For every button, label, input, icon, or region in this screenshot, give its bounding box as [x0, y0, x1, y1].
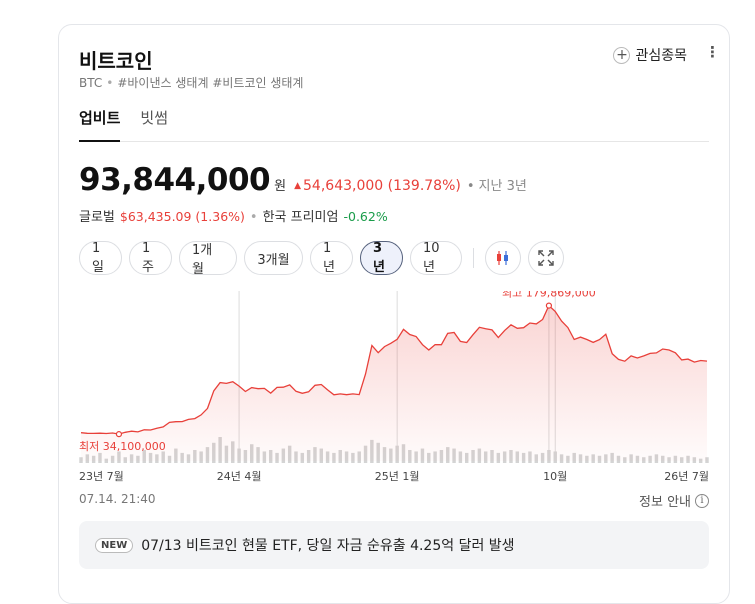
- ticker: BTC: [79, 76, 103, 90]
- low-label: 최저 34,100,000: [79, 440, 166, 453]
- high-marker: [545, 302, 553, 309]
- fullscreen-icon[interactable]: [528, 241, 564, 275]
- range-button-1y[interactable]: 1년: [310, 241, 353, 275]
- high-label: 최고 179,869,000: [502, 291, 596, 300]
- low-marker: [115, 431, 123, 438]
- kebab-menu-icon[interactable]: ⋮: [705, 43, 720, 61]
- change-period: • 지난 3년: [466, 179, 527, 194]
- price-unit: 원: [274, 179, 287, 194]
- watchlist-label: 관심종목: [635, 48, 687, 64]
- info-link[interactable]: 정보 안내 i: [639, 491, 709, 510]
- tag-link[interactable]: #바이낸스 생태계: [117, 76, 209, 90]
- plus-icon: +: [613, 46, 631, 64]
- range-selector: 1일 1주 1개월 3개월 1년 3년 10년: [79, 241, 564, 277]
- price-line: [80, 304, 708, 435]
- news-headline: 07/13 비트코인 현물 ETF, 당일 자금 순유출 4.25억 달러 발생: [141, 538, 515, 554]
- up-triangle-icon: ▲: [294, 181, 302, 191]
- x-tick-label: 25년 1월: [375, 470, 420, 483]
- new-badge: NEW: [95, 537, 134, 553]
- tag-link[interactable]: #비트코인 생태계: [212, 76, 304, 90]
- price-row: 93,844,000 원 ▲ 54,643,000 (139.78%) • 지난 3…: [79, 162, 527, 198]
- range-button-3y[interactable]: 3년: [360, 241, 403, 275]
- candlestick-icon[interactable]: [485, 241, 521, 275]
- x-tick-label: 26년 7월: [664, 470, 709, 483]
- premium-value: -0.62%: [343, 209, 388, 224]
- crypto-card: 비트코인 BTC • #바이낸스 생태계 #비트코인 생태계 + 관심종목 ⋮ 업비…: [58, 24, 730, 604]
- tab-upbit[interactable]: 업비트: [79, 107, 121, 142]
- range-button-1m[interactable]: 1개월: [179, 241, 237, 277]
- premium-label: 한국 프리미엄: [262, 210, 339, 225]
- price-area: [81, 305, 707, 461]
- price-change: ▲ 54,643,000 (139.78%): [294, 178, 461, 194]
- global-label: 글로벌: [79, 210, 115, 225]
- price-chart[interactable]: 최고 179,869,000 최저 34,100,000 23년 7월 24년 4월 2…: [79, 291, 709, 483]
- exchange-tabs: 업비트 빗썸: [79, 107, 709, 142]
- secondary-prices: 글로벌 $63,435.09 (1.36%) • 한국 프리미엄 -0.62%: [79, 206, 388, 225]
- timestamp: 07.14. 21:40: [79, 492, 156, 506]
- range-button-10y[interactable]: 10년: [410, 241, 462, 275]
- divider: [473, 248, 474, 268]
- global-value: $63,435.09 (1.36%): [119, 209, 245, 224]
- x-tick-label: 10월: [543, 470, 567, 483]
- x-tick-label: 24년 4월: [217, 470, 262, 483]
- current-price: 93,844,000: [79, 162, 271, 198]
- coin-title: 비트코인: [79, 49, 153, 73]
- news-banner[interactable]: NEW 07/13 비트코인 현물 ETF, 당일 자금 순유출 4.25억 달…: [79, 521, 709, 569]
- coin-subtitle: BTC • #바이낸스 생태계 #비트코인 생태계: [79, 76, 304, 90]
- range-button-1w[interactable]: 1주: [129, 241, 172, 275]
- x-tick-label: 23년 7월: [79, 470, 124, 483]
- info-icon: i: [695, 493, 709, 508]
- watchlist-button[interactable]: + 관심종목: [613, 45, 687, 65]
- tab-bithumb[interactable]: 빗썸: [140, 109, 169, 127]
- range-button-3m[interactable]: 3개월: [244, 241, 303, 275]
- range-button-1d[interactable]: 1일: [79, 241, 122, 275]
